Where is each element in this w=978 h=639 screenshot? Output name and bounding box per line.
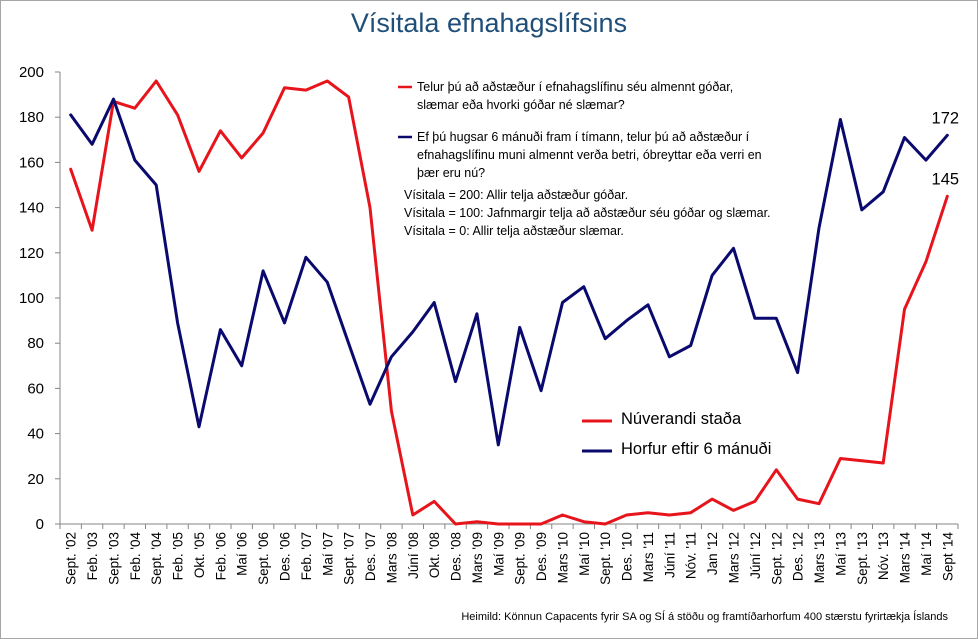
end-label-current: 145 [932,170,960,188]
x-tick-label: Des. '06 [278,532,293,581]
x-tick-label: Okt. '08 [427,532,442,578]
legend-label-outlook: Horfur eftir 6 mánuði [621,440,772,458]
x-tick-label: Mars '10 [555,532,570,583]
x-tick-label: Nóv. '11 [684,532,699,579]
x-tick-label: Mars '08 [384,532,399,583]
y-tick-label: 120 [19,245,44,262]
x-tick-label: Mars '14 [898,532,913,584]
question-red-line: slæmar eða hvorki góðar né slæmar? [417,98,625,112]
x-tick-label: Sept. '12 [769,532,784,585]
question-blue-line: Ef þú hugsar 6 mánuði fram í tímann, tel… [417,130,750,144]
x-tick-label: Feb. '03 [85,532,100,580]
x-tick-label: Júní '12 [748,532,763,579]
x-tick-label: Des. '09 [534,532,549,581]
x-tick-label: Des. '12 [791,532,806,581]
y-tick-label: 200 [19,64,44,81]
x-tick-label: Maí '06 [235,532,250,576]
index-note: Vísitala = 0: Allir telja aðstæður slæma… [404,224,624,238]
y-tick-label: 140 [19,200,44,217]
index-note: Vísitala = 100: Jafnmargir telja að aðst… [404,206,771,220]
y-tick-label: 160 [19,154,44,171]
x-tick-label: Maí '14 [919,532,934,576]
y-tick-label: 40 [27,426,44,443]
x-tick-label: Júní '11 [662,532,677,578]
x-tick-label: Mars '12 [727,532,742,583]
series-line-current [69,79,949,526]
x-tick-label: Sept. '09 [513,532,528,585]
x-tick-label: Maí '07 [320,532,335,576]
x-tick-label: Jan '12 [705,532,720,575]
x-tick-label: Sept. '07 [342,532,357,585]
x-tick-label: Sept. '03 [106,532,121,585]
y-tick-label: 60 [27,380,44,397]
x-tick-label: Sept. '10 [598,532,613,585]
series-line-outlook [69,97,949,447]
x-tick-label: Feb. '06 [213,532,228,580]
y-tick-label: 80 [27,335,44,352]
question-blue-line: þær eru nú? [417,166,486,180]
x-tick-label: Mars '11 [641,532,656,582]
end-label-outlook: 172 [932,109,960,127]
x-tick-label: Júní '08 [406,532,421,579]
x-tick-label: Feb. '04 [128,532,143,581]
legend-label-current: Núverandi staða [621,410,742,428]
x-tick-label: Mars '09 [470,532,485,583]
x-tick-label: Maí '13 [833,532,848,576]
y-tick-label: 20 [27,471,44,488]
x-tick-label: Sept. '06 [256,532,271,585]
x-tick-label: Des. '07 [363,532,378,581]
source-note: Heimild: Könnun Capacents fyrir SA og SÍ… [461,611,948,623]
y-tick-label: 100 [19,290,44,307]
x-tick-label: Sept '14 [940,532,955,582]
index-note: Vísitala = 200: Allir telja aðstæður góð… [404,188,629,202]
question-red-line: Telur þú að aðstæður í efnahagslífinu sé… [417,80,734,94]
x-tick-label: Des. '10 [620,532,635,581]
x-tick-label: Sept. '02 [64,532,79,585]
x-tick-label: Nóv. '13 [876,532,891,580]
x-tick-label: Maí '09 [491,532,506,576]
x-tick-label: Okt. '05 [192,532,207,578]
x-tick-label: Feb. '07 [299,532,314,580]
x-tick-label: Des. '08 [449,532,464,581]
x-tick-label: Mars '13 [812,532,827,583]
y-tick-label: 180 [19,109,44,126]
question-blue-line: efnahagslífinu muni almennt verða betri,… [417,148,762,162]
y-tick-label: 0 [36,516,44,533]
x-tick-label: Feb. '05 [171,532,186,580]
x-tick-label: Sept. '13 [855,532,870,585]
question-red: Telur þú að aðstæður í efnahagslífinu sé… [417,78,733,114]
x-tick-label: Maí '10 [577,532,592,576]
chart-title: Vísitala efnahagslífsins [350,8,628,38]
index-notes: Vísitala = 200: Allir telja aðstæður góð… [404,186,771,240]
x-tick-label: Sept. '04 [149,532,164,585]
question-blue: Ef þú hugsar 6 mánuði fram í tímann, tel… [417,128,762,182]
